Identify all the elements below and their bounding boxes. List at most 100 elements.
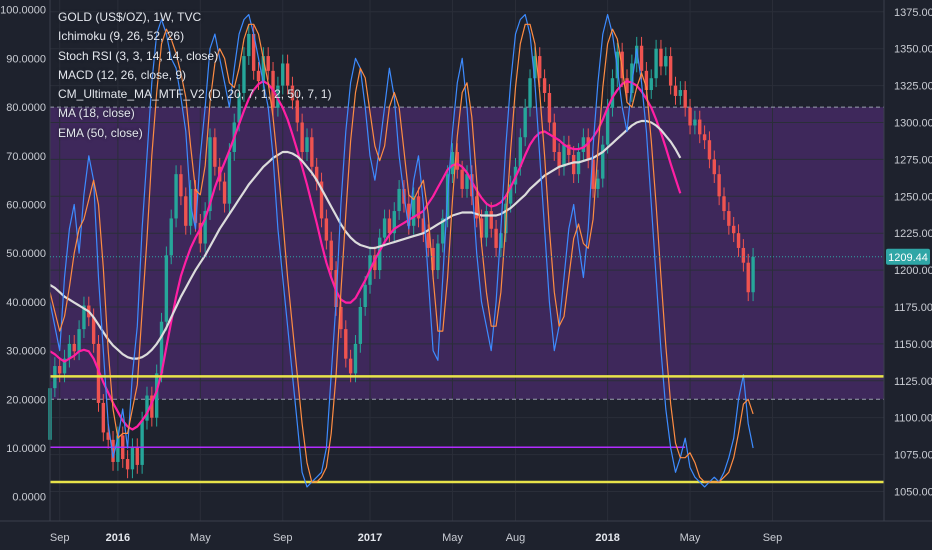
candle [533, 56, 537, 79]
time-axis-tick-label: Aug [506, 532, 526, 544]
candle [678, 90, 683, 96]
candle [571, 154, 576, 175]
right-axis-tick-label: 1050.00 [894, 486, 932, 498]
time-axis-tick-label: May [442, 532, 463, 544]
right-axis-tick-label: 1175.00 [894, 302, 932, 314]
candle [145, 395, 149, 421]
candle [324, 218, 329, 241]
candle [382, 218, 387, 238]
candle [154, 373, 159, 418]
candle [494, 228, 498, 248]
candle [751, 256, 755, 293]
candle [727, 211, 731, 226]
candle [479, 218, 484, 238]
candle [106, 432, 110, 440]
candle [295, 100, 299, 123]
candle [673, 85, 678, 96]
indicator-ichimoku[interactable]: Ichimoku (9, 26, 52, 26) [58, 29, 185, 44]
candle [562, 144, 566, 167]
candle [664, 56, 668, 67]
time-axis-tick-label: May [680, 532, 701, 544]
candle [387, 218, 392, 234]
candle [256, 70, 261, 82]
candle [198, 222, 203, 244]
candle [125, 459, 130, 470]
candle [208, 137, 212, 212]
candle [135, 447, 139, 465]
indicator-ma-18[interactable]: MA (18, close) [58, 106, 135, 121]
candle [450, 152, 455, 175]
indicator-cm-ultimate-ma[interactable]: CM_Ultimate_MA_MTF_V2 (D, 20, 7, 1, 2, 5… [58, 87, 332, 102]
candle [736, 233, 741, 248]
indicator-ema-50[interactable]: EMA (50, close) [58, 125, 143, 140]
ema50-line [49, 119, 682, 360]
left-axis-tick-label: 100.0000 [0, 5, 46, 17]
left-axis-tick-label: 80.0000 [6, 102, 46, 114]
left-axis-tick-label: 30.0000 [6, 346, 46, 358]
candle [499, 233, 503, 248]
left-axis: 100.0000 90.0000 80.0000 70.0000 60.0000 50.0… [0, 5, 46, 504]
left-axis-tick-label: 20.0000 [6, 394, 46, 406]
candle [242, 56, 246, 93]
candle [227, 152, 232, 204]
candle [373, 255, 377, 271]
right-axis-tick-label: 1250.00 [894, 191, 932, 203]
candle [475, 196, 479, 219]
time-axis-tick-label: Sep [763, 532, 783, 544]
time-axis: Sep 2016 May Sep 2017 May Aug 2018 May Sep [50, 532, 782, 544]
right-axis-tick-label: 1100.00 [894, 413, 932, 425]
candle [683, 90, 687, 108]
candle [741, 247, 746, 263]
candle [489, 211, 493, 229]
candle [605, 107, 610, 145]
candle [635, 45, 639, 64]
candle [523, 107, 527, 138]
candle [649, 78, 653, 91]
last-price-tag: 1209.44 [50, 248, 930, 265]
candle [508, 184, 513, 204]
candle [251, 33, 256, 71]
time-axis-tick-label: 2016 [106, 532, 130, 544]
candle [174, 174, 178, 219]
candle [203, 211, 207, 244]
candle [266, 56, 270, 71]
right-axis-tick-label: 1200.00 [894, 265, 932, 277]
candle [542, 78, 547, 93]
candle [484, 211, 489, 238]
candle [348, 358, 353, 374]
right-axis-tick-label: 1150.00 [894, 339, 932, 351]
indicator-macd[interactable]: MACD (12, 26, close, 9) [58, 67, 187, 82]
candle [668, 56, 673, 86]
right-axis-tick-label: 1375.00 [894, 7, 932, 19]
candle [659, 48, 663, 67]
candle [707, 140, 712, 160]
candle [654, 48, 658, 79]
candle [557, 152, 561, 167]
indicator-stoch-rsi[interactable]: Stoch RSI (3, 3, 14, 14, close) [58, 48, 219, 63]
candle [58, 366, 62, 374]
candle [164, 255, 169, 322]
candle [96, 343, 101, 403]
candle [193, 188, 198, 223]
candle [717, 174, 721, 197]
candle [731, 225, 736, 234]
candle [140, 420, 144, 465]
right-axis-tick-label: 1125.00 [894, 376, 932, 388]
candle [169, 218, 173, 256]
candle [712, 159, 716, 175]
candle [431, 247, 435, 271]
candle [601, 144, 605, 179]
time-axis-tick-label: 2018 [595, 532, 619, 544]
stoch-band-fill [50, 107, 884, 400]
left-axis-tick-label: 60.0000 [6, 200, 46, 212]
right-axis-tick-label: 1300.00 [894, 118, 932, 130]
candle [392, 211, 396, 234]
candle [528, 78, 532, 108]
candle [290, 85, 295, 101]
last-price-box [886, 248, 930, 265]
candle [407, 203, 411, 226]
candle [281, 63, 285, 86]
candle [581, 137, 586, 153]
candle [159, 321, 164, 374]
